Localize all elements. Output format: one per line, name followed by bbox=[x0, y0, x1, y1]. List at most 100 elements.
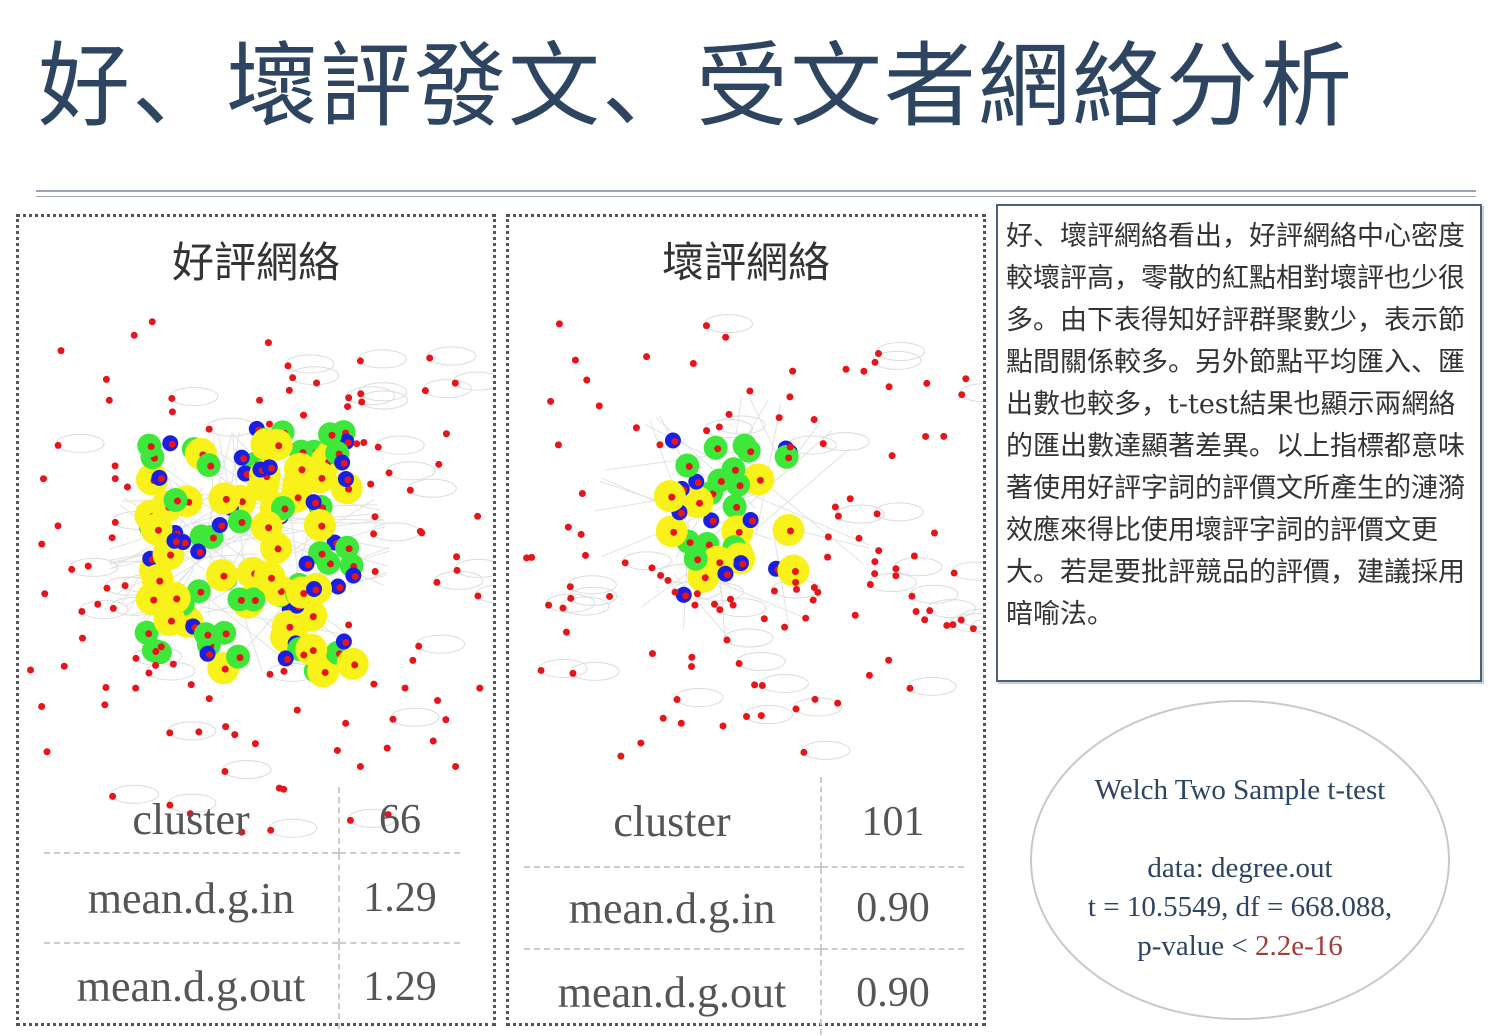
network-node bbox=[111, 462, 119, 470]
stat-value-mean-out: 0.90 bbox=[820, 948, 964, 1035]
network-node bbox=[569, 669, 577, 677]
network-node bbox=[318, 522, 326, 530]
network-node bbox=[452, 763, 460, 771]
network-node bbox=[312, 586, 320, 594]
network-node bbox=[659, 714, 667, 722]
network-node bbox=[746, 387, 754, 395]
analysis-description: 好、壞評網絡看出，好評網絡中心密度較壞評高，零散的紅點相對壞評也少很多。由下表得… bbox=[996, 204, 1482, 682]
network-node bbox=[871, 570, 879, 578]
table-row: mean.d.g.out 0.90 bbox=[524, 948, 964, 1035]
network-node bbox=[340, 460, 348, 468]
network-node bbox=[294, 494, 302, 502]
network-node bbox=[786, 393, 794, 401]
ttest-pvalue: 2.2e-16 bbox=[1255, 930, 1343, 962]
network-node bbox=[656, 441, 664, 449]
page-title: 好、壞評發文、受文者網絡分析 bbox=[38, 33, 1355, 140]
network-node bbox=[435, 460, 443, 468]
network-node bbox=[559, 604, 567, 612]
stat-value-mean-in: 1.29 bbox=[338, 852, 460, 943]
edge-loop bbox=[907, 676, 957, 696]
network-node bbox=[657, 572, 665, 580]
edge-loop bbox=[736, 652, 786, 672]
network-node bbox=[567, 594, 575, 602]
network-node bbox=[912, 607, 920, 615]
network-node bbox=[725, 410, 733, 418]
network-node bbox=[747, 448, 755, 456]
edge bbox=[704, 576, 808, 620]
network-node bbox=[969, 625, 977, 633]
network-node bbox=[671, 588, 679, 596]
network-node bbox=[809, 596, 817, 604]
network-node bbox=[701, 574, 709, 582]
stat-label-mean-in: mean.d.g.in bbox=[44, 852, 339, 943]
network-node bbox=[275, 442, 283, 450]
network-node bbox=[145, 630, 153, 638]
stat-label-cluster: cluster bbox=[132, 795, 250, 844]
network-node bbox=[577, 530, 585, 538]
network-node bbox=[173, 595, 181, 603]
network-node bbox=[689, 360, 697, 368]
network-node bbox=[147, 443, 155, 451]
network-node bbox=[371, 567, 379, 575]
network-node bbox=[351, 661, 359, 669]
network-node bbox=[851, 611, 859, 619]
network-node bbox=[962, 375, 970, 383]
network-node bbox=[842, 365, 850, 373]
network-node bbox=[328, 431, 336, 439]
network-node bbox=[409, 656, 417, 664]
network-node bbox=[280, 785, 288, 793]
network-node bbox=[664, 576, 672, 584]
network-node bbox=[621, 559, 629, 567]
edge-loop bbox=[759, 673, 809, 693]
network-node bbox=[453, 553, 461, 561]
stat-value-mean-in: 0.90 bbox=[820, 866, 964, 949]
network-node bbox=[281, 505, 289, 513]
network-node bbox=[284, 362, 292, 370]
network-node bbox=[677, 509, 685, 517]
edge bbox=[644, 424, 738, 472]
network-node bbox=[154, 526, 162, 534]
network-node bbox=[731, 466, 739, 474]
network-node bbox=[957, 616, 965, 624]
network-node bbox=[130, 331, 138, 339]
network-node bbox=[78, 634, 86, 642]
edge-loop bbox=[69, 557, 119, 577]
network-node bbox=[172, 538, 180, 546]
network-node bbox=[251, 596, 259, 604]
network-node bbox=[108, 534, 116, 542]
network-node bbox=[433, 578, 441, 586]
network-node bbox=[703, 427, 711, 435]
network-node bbox=[78, 607, 86, 615]
network-node bbox=[677, 719, 685, 727]
edge-loop bbox=[371, 522, 421, 542]
ttest-data-line: data: degree.out bbox=[1147, 852, 1333, 884]
network-node bbox=[716, 559, 724, 567]
network-node bbox=[374, 443, 382, 451]
network-node bbox=[606, 592, 614, 600]
network-node bbox=[688, 653, 696, 661]
edge-loop bbox=[703, 314, 753, 334]
network-node bbox=[810, 416, 818, 424]
edge-loop bbox=[359, 390, 409, 410]
network-node bbox=[885, 656, 893, 664]
network-node bbox=[474, 512, 482, 520]
edge-loop bbox=[909, 584, 959, 604]
table-row: cluster 101 bbox=[524, 777, 964, 867]
network-node bbox=[312, 499, 320, 507]
network-node bbox=[810, 584, 818, 592]
network-node bbox=[389, 715, 397, 723]
network-node bbox=[309, 647, 317, 655]
network-node bbox=[221, 665, 229, 673]
network-node bbox=[434, 697, 442, 705]
network-node bbox=[168, 394, 176, 402]
edge bbox=[241, 608, 263, 672]
edge-loop bbox=[407, 478, 457, 498]
network-node bbox=[735, 660, 743, 668]
network-node bbox=[789, 367, 797, 375]
network-node bbox=[671, 438, 679, 446]
network-node bbox=[152, 648, 160, 656]
ttest-pvalue-line: p-value < 2.2e-16 bbox=[1032, 930, 1448, 963]
network-node bbox=[344, 403, 352, 411]
edge bbox=[731, 397, 742, 469]
network-node bbox=[220, 572, 228, 580]
